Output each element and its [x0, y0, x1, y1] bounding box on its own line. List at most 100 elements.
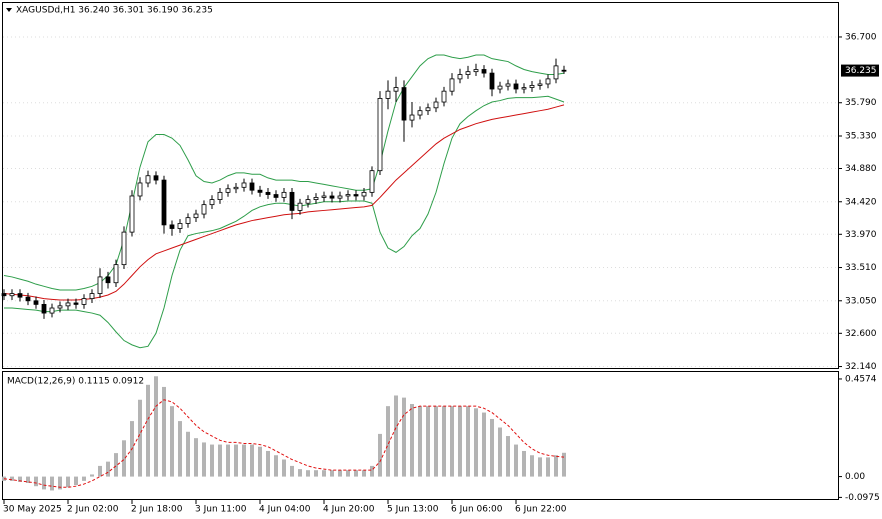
- candle-body: [505, 83, 511, 87]
- histogram-bar: [306, 470, 310, 477]
- histogram-bar: [362, 470, 366, 477]
- indicator-title: MACD(12,26,9) 0.1115 0.0912: [7, 377, 144, 387]
- candle-body: [49, 307, 55, 314]
- candle-body: [257, 189, 263, 193]
- candle-body: [137, 182, 143, 197]
- histogram-bar: [170, 406, 174, 477]
- candle-body: [417, 110, 423, 116]
- histogram-bar: [34, 476, 38, 487]
- histogram-bar: [330, 470, 334, 477]
- histogram-bar: [146, 384, 150, 477]
- x-tick-label: 2 Jun 18:00: [131, 505, 183, 515]
- x-tick-label: 6 Jun 06:00: [451, 505, 503, 515]
- histogram-bar: [370, 465, 374, 477]
- candle-body: [425, 107, 431, 112]
- y-tick-label: 32.600: [845, 329, 877, 339]
- histogram-bar: [26, 476, 30, 483]
- y-tick-label: 33.050: [845, 296, 877, 306]
- histogram-bar: [210, 444, 214, 477]
- y-tick-label: 32.140: [845, 362, 877, 372]
- histogram-bar: [178, 421, 182, 477]
- candle-body: [217, 191, 223, 200]
- histogram-bar: [474, 408, 478, 477]
- candle-body: [489, 72, 495, 90]
- x-tick-label: 6 Jun 22:00: [515, 505, 567, 515]
- candle-body: [73, 302, 79, 305]
- candle-body: [465, 71, 471, 75]
- candle-body: [81, 298, 87, 305]
- candle-body: [377, 98, 383, 172]
- histogram-bar: [322, 470, 326, 477]
- candle-body: [345, 194, 351, 197]
- candle-body: [169, 224, 175, 229]
- histogram-bar: [314, 470, 318, 477]
- histogram-bar: [274, 455, 278, 477]
- y-tick-label: 36.700: [845, 32, 877, 42]
- histogram-bar: [282, 459, 286, 477]
- candle-body: [521, 87, 527, 90]
- last-price-box: [841, 64, 879, 77]
- histogram-bar: [298, 469, 302, 477]
- candle-body: [305, 199, 311, 204]
- histogram-bar: [186, 431, 190, 477]
- candle-body: [529, 84, 535, 88]
- histogram-bar: [378, 433, 382, 477]
- histogram-bar: [434, 406, 438, 477]
- x-tick-label: 4 Jun 20:00: [323, 505, 375, 515]
- candle-body: [265, 191, 271, 195]
- candle-body: [321, 195, 327, 198]
- candle-body: [433, 101, 439, 109]
- candle-body: [545, 78, 551, 85]
- candle-body: [401, 87, 407, 121]
- candle-body: [185, 217, 191, 224]
- candle-body: [161, 179, 167, 226]
- histogram-bar: [442, 406, 446, 477]
- histogram-bar: [354, 470, 358, 477]
- histogram-bar: [338, 470, 342, 477]
- histogram-bar: [522, 450, 526, 477]
- y-tick-label: 33.510: [845, 263, 877, 273]
- histogram-bar: [258, 446, 262, 477]
- histogram-bar: [58, 476, 62, 490]
- histogram-bar: [514, 444, 518, 477]
- candle-body: [57, 305, 63, 309]
- y-tick-label: 0.00: [845, 472, 865, 482]
- histogram-bar: [418, 406, 422, 477]
- histogram-bar: [218, 444, 222, 477]
- x-tick-label: 3 Jun 11:00: [195, 505, 247, 515]
- histogram-bar: [426, 406, 430, 477]
- x-tick-label: 2 Jun 02:00: [67, 505, 119, 515]
- candle-body: [89, 293, 95, 300]
- histogram-bar: [402, 397, 406, 477]
- y-tick-label: 33.970: [845, 230, 877, 240]
- candle-body: [497, 85, 503, 90]
- candle-body: [409, 114, 415, 121]
- y-tick-label: 0.4574: [845, 374, 877, 384]
- candle-body: [33, 300, 39, 305]
- histogram-bar: [498, 427, 502, 477]
- histogram-bar: [410, 404, 414, 477]
- histogram-bar: [506, 436, 510, 477]
- y-tick-label: 34.880: [845, 164, 877, 174]
- candle-body: [337, 195, 343, 199]
- candle-body: [41, 303, 47, 314]
- histogram-bar: [10, 476, 14, 481]
- candle-body: [353, 194, 359, 197]
- candle-body: [17, 293, 23, 298]
- histogram-bar: [290, 465, 294, 477]
- histogram-bar: [90, 474, 94, 477]
- chart-title: XAGUSDd,H1 36.240 36.301 36.190 36.235: [16, 6, 213, 16]
- histogram-bar: [226, 444, 230, 477]
- histogram-bar: [98, 465, 102, 477]
- histogram-bar: [194, 438, 198, 477]
- y-tick-label: -0.0975: [845, 493, 880, 503]
- candle-body: [145, 175, 151, 184]
- candle-body: [249, 182, 255, 191]
- histogram-bar: [490, 418, 494, 477]
- x-tick-label: 4 Jun 04:00: [259, 505, 311, 515]
- signal-line: [3, 399, 565, 488]
- histogram-bar: [266, 450, 270, 477]
- candle-body: [201, 204, 207, 215]
- upper-band: [3, 54, 565, 291]
- candle-body: [313, 197, 319, 200]
